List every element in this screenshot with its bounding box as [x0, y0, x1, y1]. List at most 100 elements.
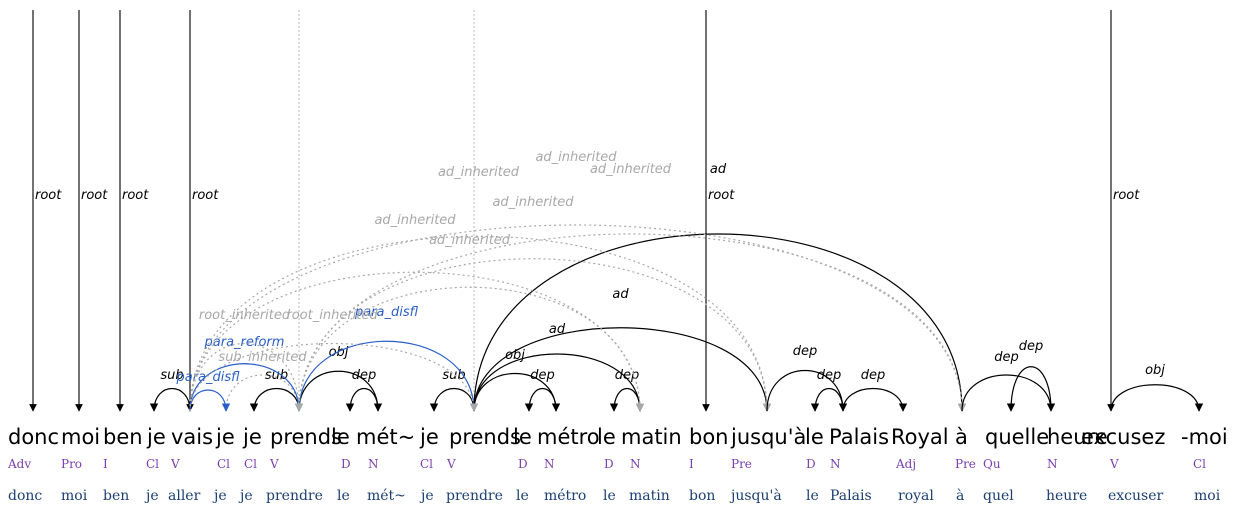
token-lemma: mét~ — [367, 488, 406, 504]
token-lemma: heure — [1046, 488, 1087, 504]
dependency-arc — [189, 363, 304, 412]
root-label: root — [1113, 188, 1140, 203]
token-pos: Pre — [731, 457, 752, 471]
dependency-arc — [298, 286, 645, 412]
token-lemma: le — [516, 488, 529, 504]
dependency-arc — [189, 342, 479, 412]
arc-label: ad — [710, 162, 727, 177]
root-edges: root root root root root root — [29, 10, 1140, 412]
token-pos: V — [446, 457, 456, 471]
arc-label: obj — [329, 345, 349, 360]
token-pos: I — [103, 457, 108, 471]
dependency-arc — [189, 235, 772, 412]
token-lemma: bon — [689, 488, 715, 504]
token-pos: Cl — [1193, 457, 1206, 471]
root-label: root — [81, 188, 108, 203]
dependency-arc — [298, 258, 772, 412]
arc-label: ad_inherited — [374, 213, 456, 228]
dependency-arc — [345, 387, 379, 412]
token-pos: V — [170, 457, 180, 471]
token-lemma: donc — [8, 488, 42, 504]
dependency-arc — [298, 233, 967, 412]
root-label: root — [35, 188, 62, 203]
token-form: le — [805, 425, 824, 449]
dependency-arc — [473, 233, 967, 412]
arc-label: ad — [612, 287, 629, 302]
token-form: ben — [103, 425, 143, 449]
dependency-arc — [298, 340, 479, 412]
token-pos: Cl — [146, 457, 159, 471]
token-form: le — [513, 425, 532, 449]
token-form: métro — [537, 425, 600, 449]
token-pos: Adv — [7, 457, 31, 471]
token-form: -moi — [1181, 425, 1228, 449]
arc-label: dep — [352, 368, 377, 383]
dependency-arc — [189, 343, 304, 412]
dependency-arc — [249, 388, 300, 412]
dependency-arcs: sub sub sub_inherited para_disfl para_reform… — [149, 150, 1204, 412]
token-form: bon — [689, 425, 729, 449]
dependency-arc — [149, 387, 191, 412]
token-lemma: je — [212, 488, 227, 504]
arc-label: dep — [861, 368, 886, 383]
arc-label: dep — [793, 344, 818, 359]
token-form: jusqu'à — [730, 425, 806, 449]
token-lemma: moi — [61, 488, 88, 504]
token-pos: Pro — [61, 457, 82, 471]
token-form: je — [242, 425, 262, 449]
token-form: matin — [621, 425, 682, 449]
token-lemma: Palais — [830, 488, 872, 504]
token-pos: D — [806, 457, 816, 471]
arc-label: obj — [1145, 363, 1165, 378]
token-form: à — [955, 425, 968, 449]
token-form: quelle — [985, 425, 1049, 449]
arc-label: ad_inherited — [590, 162, 672, 177]
root-label: root — [122, 188, 149, 203]
token-lemma: le — [806, 488, 819, 504]
token-form: donc — [8, 425, 59, 449]
dependency-arc — [1110, 384, 1204, 412]
arc-label: ad_inherited — [438, 165, 520, 180]
token-pos: N — [1047, 457, 1058, 471]
token-pos: V — [1109, 457, 1119, 471]
token-form: heure — [1047, 425, 1108, 449]
token-lemma: aller — [168, 488, 201, 504]
dependency-arc — [473, 327, 772, 412]
arc-label: sub — [265, 368, 288, 383]
token-lemma: je — [419, 488, 434, 504]
token-lemma: jusqu'à — [729, 487, 782, 504]
arc-label: sub_inherited — [218, 350, 307, 365]
dependency-arc — [524, 387, 557, 412]
arc-label: para_disfl — [354, 305, 419, 320]
token-pos: Adj — [895, 457, 916, 471]
token-pos: N — [544, 457, 555, 471]
token-form: mét~ — [356, 425, 415, 449]
token-pos: Cl — [244, 457, 257, 471]
root-label: root — [192, 188, 219, 203]
token-form: prends — [270, 425, 342, 449]
arc-label: dep — [615, 368, 640, 383]
token-form: Palais — [829, 425, 889, 449]
token-lemma: à — [956, 487, 964, 504]
guide-lines — [298, 10, 475, 411]
arc-label: root_inherited — [286, 308, 378, 323]
arc-label: para_disfl — [175, 370, 240, 385]
token-pos: D — [341, 457, 351, 471]
arc-label: dep — [1019, 339, 1044, 354]
pos-row: Adv Pro I Cl V Cl Cl V D N Cl V D N D N I Pre D N Adj Pre Qu N V… — [7, 457, 1206, 471]
token-pos: N — [630, 457, 641, 471]
token-pos: N — [368, 457, 379, 471]
token-pos: D — [518, 457, 528, 471]
dependency-arc — [298, 370, 383, 412]
arc-label: dep — [530, 368, 555, 383]
dependency-arc — [1006, 366, 1052, 412]
token-lemma: métro — [544, 488, 586, 504]
token-lemma: moi — [1194, 488, 1221, 504]
token-lemma: prendre — [266, 488, 323, 504]
dependency-arc — [189, 271, 645, 412]
token-lemma: prendre — [446, 488, 503, 504]
token-pos: Cl — [420, 457, 433, 471]
arc-label: para_reform — [204, 335, 285, 350]
token-lemma: excuser — [1108, 488, 1164, 504]
